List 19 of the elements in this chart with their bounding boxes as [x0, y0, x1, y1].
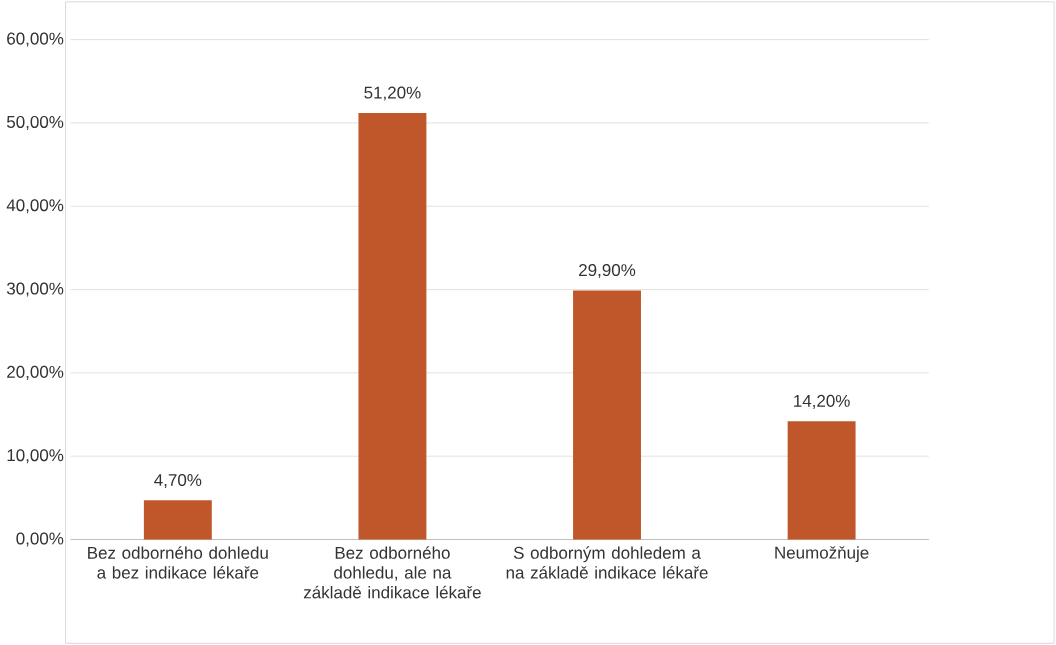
- y-tick-label: 60,00%: [7, 32, 64, 47]
- x-tick-label: Neumožňuje: [775, 546, 869, 562]
- x-tick-label: S odborným dohledem a na základě indikace lékaře: [506, 546, 708, 579]
- data-label: 4,70%: [154, 473, 202, 488]
- bar: [573, 290, 641, 540]
- x-tick-label: Bez odborného dohledu a bez indikace lékaře: [88, 546, 268, 579]
- y-tick-label: 20,00%: [7, 365, 64, 380]
- data-label: 14,20%: [794, 394, 850, 409]
- y-tick-label: 30,00%: [6, 282, 64, 297]
- bar: [143, 500, 212, 540]
- y-tick-label: 0,00%: [16, 532, 64, 547]
- y-tick-label: 50,00%: [6, 115, 64, 130]
- bar: [358, 112, 427, 540]
- y-tick-label: 40,00%: [6, 199, 64, 214]
- data-label: 51,20%: [364, 86, 421, 101]
- bar: [787, 421, 856, 540]
- data-label: 29,90%: [579, 263, 636, 278]
- y-tick-label: 10,00%: [7, 449, 64, 464]
- x-tick-label: Bez odborného dohledu, ale na základě indikace lékaře: [303, 546, 481, 599]
